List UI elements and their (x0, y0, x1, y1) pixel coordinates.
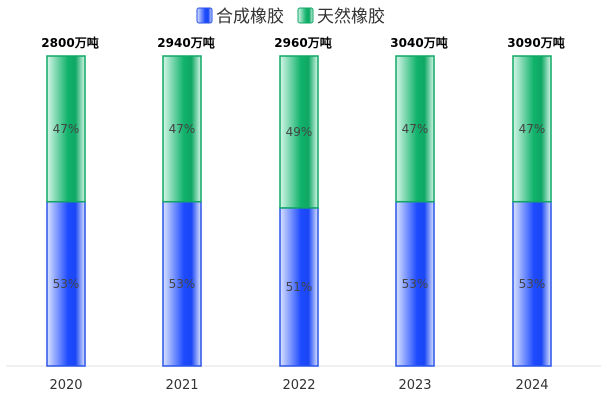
legend-label-natural[interactable]: 天然橡胶 (317, 7, 385, 27)
data-label-synthetic-2023: 53% (402, 277, 429, 291)
data-label-natural-2021: 47% (169, 122, 196, 136)
bar-synthetic-2024[interactable] (512, 200, 552, 367)
total-label-2022: 2960万吨 (274, 35, 331, 50)
data-label-synthetic-2022: 51% (286, 280, 313, 294)
total-label-2024: 3090万吨 (507, 35, 564, 50)
x-tick-label-2024: 2024 (515, 378, 548, 393)
data-label-natural-2023: 47% (402, 122, 429, 136)
bar-synthetic-2022[interactable] (279, 207, 319, 367)
legend: 合成橡胶 天然橡胶 (196, 7, 385, 27)
data-label-natural-2022: 49% (286, 125, 313, 139)
bar-synthetic-2020[interactable] (46, 200, 86, 367)
bars-layer (46, 55, 552, 367)
data-label-synthetic-2020: 53% (53, 277, 80, 291)
data-label-natural-2020: 47% (53, 122, 80, 136)
total-label-2020: 2800万吨 (41, 35, 98, 50)
x-tick-label-2020: 2020 (49, 378, 82, 393)
legend-label-synthetic[interactable]: 合成橡胶 (216, 7, 284, 27)
x-tick-label-2022: 2022 (282, 378, 315, 393)
data-label-synthetic-2024: 53% (519, 277, 546, 291)
bar-natural-2024[interactable] (512, 55, 552, 203)
bar-natural-2021[interactable] (162, 55, 202, 203)
data-label-natural-2024: 47% (519, 122, 546, 136)
bar-natural-2022[interactable] (279, 55, 319, 209)
bar-natural-2020[interactable] (46, 55, 86, 203)
total-label-2023: 3040万吨 (390, 35, 447, 50)
x-tick-label-2023: 2023 (398, 378, 431, 393)
x-tick-label-2021: 2021 (165, 378, 198, 393)
total-label-2021: 2940万吨 (157, 35, 214, 50)
bar-synthetic-2023[interactable] (395, 200, 435, 367)
labels-layer: 53% 47% 2800万吨 2020 53% 47% 2940万吨 2021 51% 49% 29… (41, 35, 564, 393)
bar-natural-2023[interactable] (395, 55, 435, 203)
legend-swatch-synthetic[interactable] (196, 7, 213, 24)
legend-swatch-natural[interactable] (297, 7, 314, 24)
data-label-synthetic-2021: 53% (169, 277, 196, 291)
